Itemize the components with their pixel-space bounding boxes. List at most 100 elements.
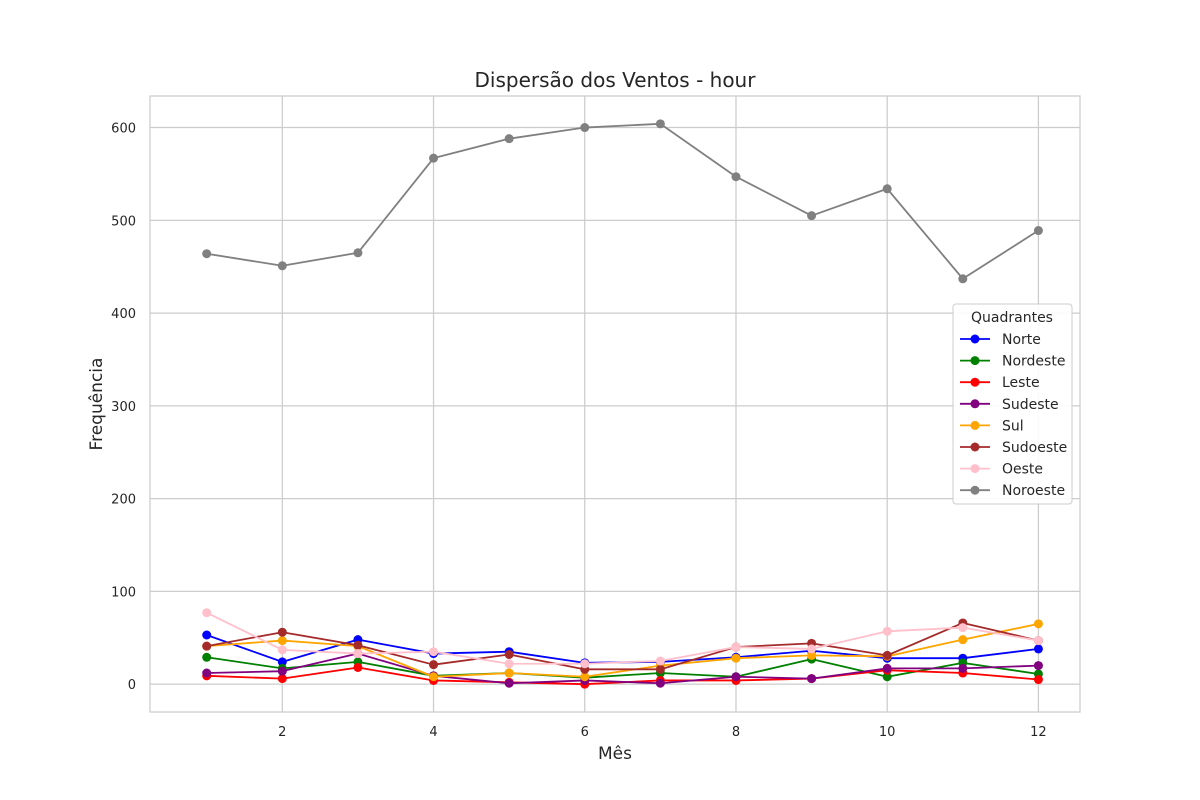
legend-label-noroeste: Noroeste (1002, 483, 1065, 499)
legend-label-norte: Norte (1002, 332, 1041, 348)
data-point-noroeste (580, 123, 590, 133)
data-point-sudeste (202, 668, 212, 678)
data-point-sudeste (731, 672, 741, 682)
y-tick-label: 300 (111, 400, 136, 415)
data-point-sudeste (504, 678, 514, 688)
y-axis-title: Frequência (87, 358, 107, 451)
data-point-noroeste (202, 249, 212, 259)
data-point-nordeste (202, 652, 212, 662)
data-point-noroeste (429, 153, 439, 163)
data-point-sul (580, 672, 590, 682)
data-point-oeste (580, 659, 590, 669)
legend-label-sudoeste: Sudoeste (1002, 440, 1067, 456)
series-group (202, 119, 1043, 689)
data-point-noroeste (958, 274, 968, 284)
legend-marker-nordeste (970, 356, 980, 366)
data-point-noroeste (882, 184, 892, 194)
legend-item-nordeste: Nordeste (960, 354, 1065, 370)
data-point-sudoeste (353, 640, 363, 650)
legend-item-noroeste: Noroeste (960, 483, 1065, 499)
y-tick-label: 200 (111, 493, 136, 508)
x-tick-label: 8 (732, 725, 740, 740)
data-point-oeste (504, 659, 514, 669)
data-point-oeste (731, 642, 741, 652)
y-tick-label: 400 (111, 307, 136, 322)
y-tick-label: 500 (111, 214, 136, 229)
data-point-oeste (655, 656, 665, 666)
legend-item-leste: Leste (960, 375, 1040, 391)
legend-label-leste: Leste (1002, 375, 1040, 391)
data-point-sul (1033, 619, 1043, 629)
legend-items: Norte Nordeste Leste Sudeste Sul Sudoeste Oest… (960, 332, 1067, 499)
data-point-oeste (353, 649, 363, 659)
data-point-noroeste (277, 261, 287, 271)
data-point-sul (504, 668, 514, 678)
data-point-oeste (202, 608, 212, 618)
grid (150, 96, 1080, 712)
legend-label-nordeste: Nordeste (1002, 354, 1065, 370)
data-point-oeste (1033, 636, 1043, 646)
data-point-noroeste (504, 134, 514, 144)
series-line-oeste (206, 611, 1039, 665)
data-point-sudoeste (202, 641, 212, 651)
data-point-noroeste (807, 211, 817, 221)
legend-marker-sudeste (970, 399, 980, 409)
data-point-norte (202, 630, 212, 640)
data-point-sudoeste (277, 627, 287, 637)
data-point-sul (277, 636, 287, 646)
data-point-sudeste (1033, 661, 1043, 671)
data-point-oeste (958, 623, 968, 633)
data-point-oeste (277, 645, 287, 655)
data-point-sudoeste (504, 649, 514, 659)
plot-frame (149, 95, 1081, 713)
data-point-sudeste (882, 663, 892, 673)
legend-marker-leste (970, 377, 980, 387)
data-point-noroeste (731, 172, 741, 182)
data-point-sul (807, 650, 817, 660)
data-point-sudoeste (429, 660, 439, 670)
legend-marker-norte (970, 334, 980, 344)
data-point-noroeste (1033, 226, 1043, 236)
series-line-sul (206, 622, 1039, 678)
x-tick-label: 6 (581, 725, 589, 740)
data-point-oeste (807, 644, 817, 654)
data-point-leste (277, 674, 287, 684)
y-tick-label: 100 (111, 585, 136, 600)
data-point-sul (731, 653, 741, 663)
data-point-sudoeste (655, 664, 665, 674)
data-point-nordeste (882, 672, 892, 682)
legend-item-sudeste: Sudeste (960, 397, 1059, 413)
y-tick-label: 0 (128, 678, 136, 693)
data-point-leste (1033, 675, 1043, 685)
legend-marker-sul (970, 420, 980, 430)
data-point-noroeste (655, 119, 665, 129)
series-noroeste (202, 119, 1043, 284)
x-axis-title: Mês (598, 744, 632, 764)
legend-item-norte: Norte (960, 332, 1041, 348)
legend-label-sul: Sul (1002, 418, 1024, 434)
series-line-noroeste (206, 122, 1039, 280)
legend-item-oeste: Oeste (960, 462, 1043, 478)
legend-marker-sudoeste (970, 442, 980, 452)
x-tick-label: 2 (278, 725, 286, 740)
legend: Quadrantes Norte Nordeste Leste Sudeste Sul S… (952, 303, 1073, 505)
data-point-norte (277, 657, 287, 667)
x-tick-label: 4 (429, 725, 437, 740)
legend-label-oeste: Oeste (1002, 462, 1043, 478)
data-point-noroeste (353, 248, 363, 258)
legend-box (952, 303, 1073, 505)
legend-item-sul: Sul (960, 418, 1024, 434)
legend-item-sudoeste: Sudoeste (960, 440, 1067, 456)
data-point-oeste (429, 647, 439, 657)
legend-marker-oeste (970, 464, 980, 474)
chart-title: Dispersão dos Ventos - hour (475, 68, 757, 92)
y-tick-label: 600 (111, 122, 136, 137)
data-point-sudoeste (882, 650, 892, 660)
data-point-sudeste (277, 666, 287, 676)
data-point-sul (429, 672, 439, 682)
series-oeste (202, 608, 1043, 669)
legend-marker-noroeste (970, 485, 980, 495)
data-point-sudeste (655, 678, 665, 688)
data-point-sudeste (958, 663, 968, 673)
